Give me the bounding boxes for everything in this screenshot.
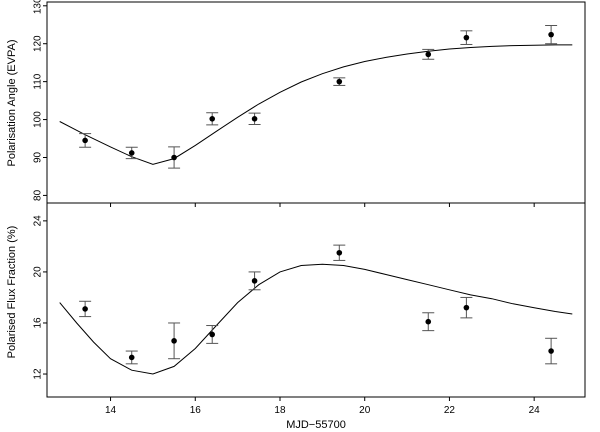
point-marker [548,348,554,354]
x-tick-label: 14 [105,405,117,416]
flux-plot-frame [46,202,586,398]
point-marker [336,78,343,85]
point-marker [209,331,216,338]
x-tick-label: 16 [190,405,202,416]
x-tick-label: 22 [444,405,456,416]
data-point [333,244,346,261]
y-tick-label: 80 [33,189,44,201]
flux-panel: 12 16 20 24 14 16 18 20 22 24 Polarised Flux Fra… [6,202,586,416]
point-marker [251,278,258,284]
point-marker [425,51,432,58]
point-marker [82,306,88,312]
data-point [125,146,138,160]
point-marker [251,116,258,122]
point-marker [171,154,177,161]
data-point [460,296,473,319]
y-tick-label: 130 [33,0,44,14]
x-tick-label: 20 [359,405,371,416]
point-marker [463,304,470,311]
angle-model-curve [59,44,573,165]
data-point [168,146,181,169]
x-tick-label: 18 [274,405,286,416]
data-point [333,77,346,86]
point-marker [463,34,470,41]
point-marker [128,150,135,156]
data-point [248,271,261,291]
data-point [422,48,435,60]
data-point [79,133,92,148]
point-marker [128,354,135,361]
point-marker [548,31,554,38]
angle-data-points [79,25,558,169]
y-tick-label: 16 [33,317,44,329]
point-marker [171,338,177,344]
data-point [125,350,138,365]
flux-model-curve [59,263,573,375]
data-point [460,30,473,45]
angle-x-ticks [110,203,535,207]
y-tick-label: 90 [33,151,44,163]
flux-data-points [79,244,558,365]
x-tick-label: 24 [529,405,541,416]
point-marker [336,249,343,256]
y-tick-label: 110 [33,73,44,89]
data-point [545,337,558,365]
angle-y-label: Polarisation Angle (EVPA) [6,40,18,167]
data-point [248,112,261,125]
y-tick-label: 12 [33,368,44,380]
data-point [168,322,181,360]
flux-y-label: Polarised Flux Fraction (%) [6,226,18,359]
y-tick-label: 20 [33,266,44,278]
data-point [206,325,219,344]
data-point [206,112,219,126]
y-tick-label: 24 [33,215,44,227]
angle-panel: 80 90 100 110 120 130 Polarisation Angle (EVP… [6,0,586,207]
data-point [422,312,435,332]
y-tick-label: 120 [33,35,44,52]
x-axis-label: MJD−55700 [286,419,346,431]
angle-y-axis: 80 90 100 110 120 130 [33,0,47,201]
flux-x-axis: 14 16 18 20 22 24 [105,397,540,416]
point-marker [209,116,216,122]
data-point [545,25,558,45]
point-marker [82,137,88,144]
point-marker [425,318,432,325]
flux-y-axis: 12 16 20 24 [33,215,47,380]
y-tick-label: 100 [33,111,44,128]
angle-plot-frame [46,1,586,204]
data-point [79,300,92,318]
